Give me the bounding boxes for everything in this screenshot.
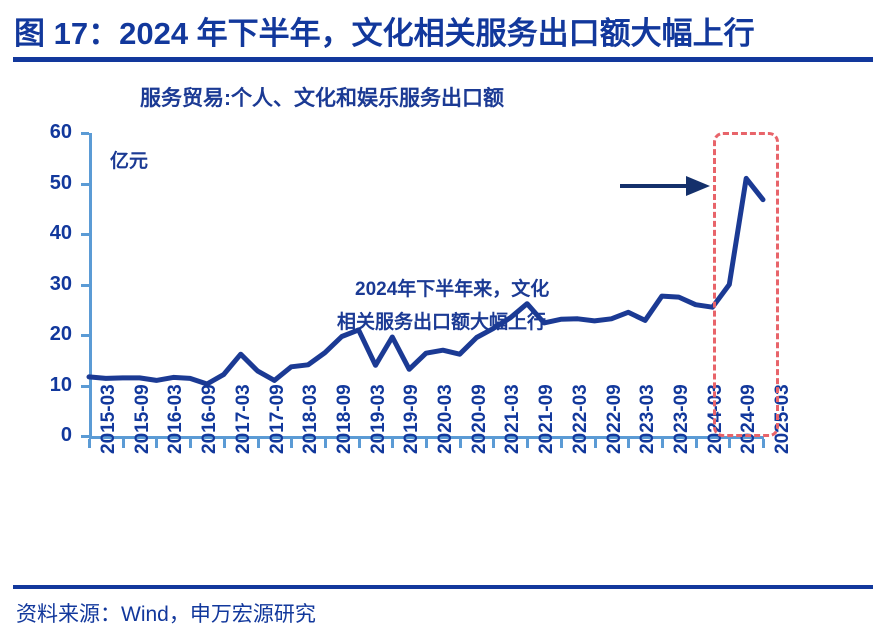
x-tick-2020-09 bbox=[458, 439, 462, 448]
x-tick-2023-09 bbox=[660, 439, 664, 448]
chart-annotation: 2024年下半年来，文化 相关服务出口额大幅上行 bbox=[337, 273, 655, 340]
highlight-region-box bbox=[713, 132, 779, 437]
annotation-line-2: 相关服务出口额大幅上行 bbox=[337, 312, 547, 334]
x-tick-2016-03 bbox=[155, 439, 159, 448]
y-tick-60 bbox=[81, 132, 89, 135]
x-tick-2019-03 bbox=[357, 439, 361, 448]
x-tick-2017-09 bbox=[256, 439, 260, 448]
footer-divider bbox=[13, 585, 873, 589]
x-tick-2019-09 bbox=[391, 439, 395, 448]
y-tick-0 bbox=[81, 435, 89, 438]
title-divider bbox=[13, 57, 873, 62]
x-tick-2020-03 bbox=[425, 439, 428, 448]
annotation-line-1: 2024年下半年来，文化 bbox=[355, 279, 550, 300]
y-tick-20 bbox=[81, 334, 89, 337]
y-label-10: 10 bbox=[49, 373, 72, 396]
x-tick-2021-09 bbox=[526, 439, 530, 448]
x-tick-2025-03 bbox=[762, 439, 765, 448]
y-label-40: 40 bbox=[49, 222, 72, 244]
y-label-20: 20 bbox=[49, 323, 72, 345]
x-tick-2022-09 bbox=[593, 439, 597, 448]
x-axis-line bbox=[89, 436, 764, 439]
x-tick-2015-03 bbox=[88, 439, 91, 448]
y-label-60: 60 bbox=[49, 121, 72, 143]
x-tick-2022-03 bbox=[559, 439, 563, 448]
y-axis-unit-label: 亿元 bbox=[110, 151, 149, 172]
y-axis-line bbox=[89, 133, 92, 438]
y-tick-30 bbox=[81, 283, 89, 287]
source-note: 资料来源：Wind，申万宏源研究 bbox=[16, 603, 316, 626]
page-title: 图 17：2024 年下半年，文化相关服务出口额大幅上行 bbox=[14, 16, 755, 51]
x-tick-2023-03 bbox=[627, 439, 631, 448]
y-label-30: 30 bbox=[49, 272, 72, 295]
x-tick-2024-09 bbox=[728, 439, 732, 448]
y-tick-50 bbox=[81, 182, 89, 186]
chart-subtitle: 服务贸易:个人、文化和娱乐服务出口额 bbox=[140, 87, 504, 110]
data-series-line bbox=[86, 175, 766, 387]
x-tick-2018-03 bbox=[290, 439, 294, 448]
y-tick-10 bbox=[81, 384, 89, 388]
x-tick-2018-09 bbox=[323, 439, 327, 448]
x-tick-2015-09 bbox=[121, 439, 125, 448]
x-tick-2016-09 bbox=[189, 439, 193, 448]
annotation-arrow-icon bbox=[620, 176, 710, 196]
x-tick-2021-03 bbox=[492, 439, 496, 448]
y-label-50: 50 bbox=[49, 171, 72, 194]
y-tick-40 bbox=[81, 233, 89, 236]
x-tick-2024-03 bbox=[694, 439, 698, 448]
chart-area: 亿元 0 10 20 30 40 50 60 2015-03 2015-09 2016-03 20… bbox=[0, 118, 886, 558]
x-tick-2017-03 bbox=[222, 439, 226, 448]
y-label-0: 0 bbox=[60, 424, 72, 446]
